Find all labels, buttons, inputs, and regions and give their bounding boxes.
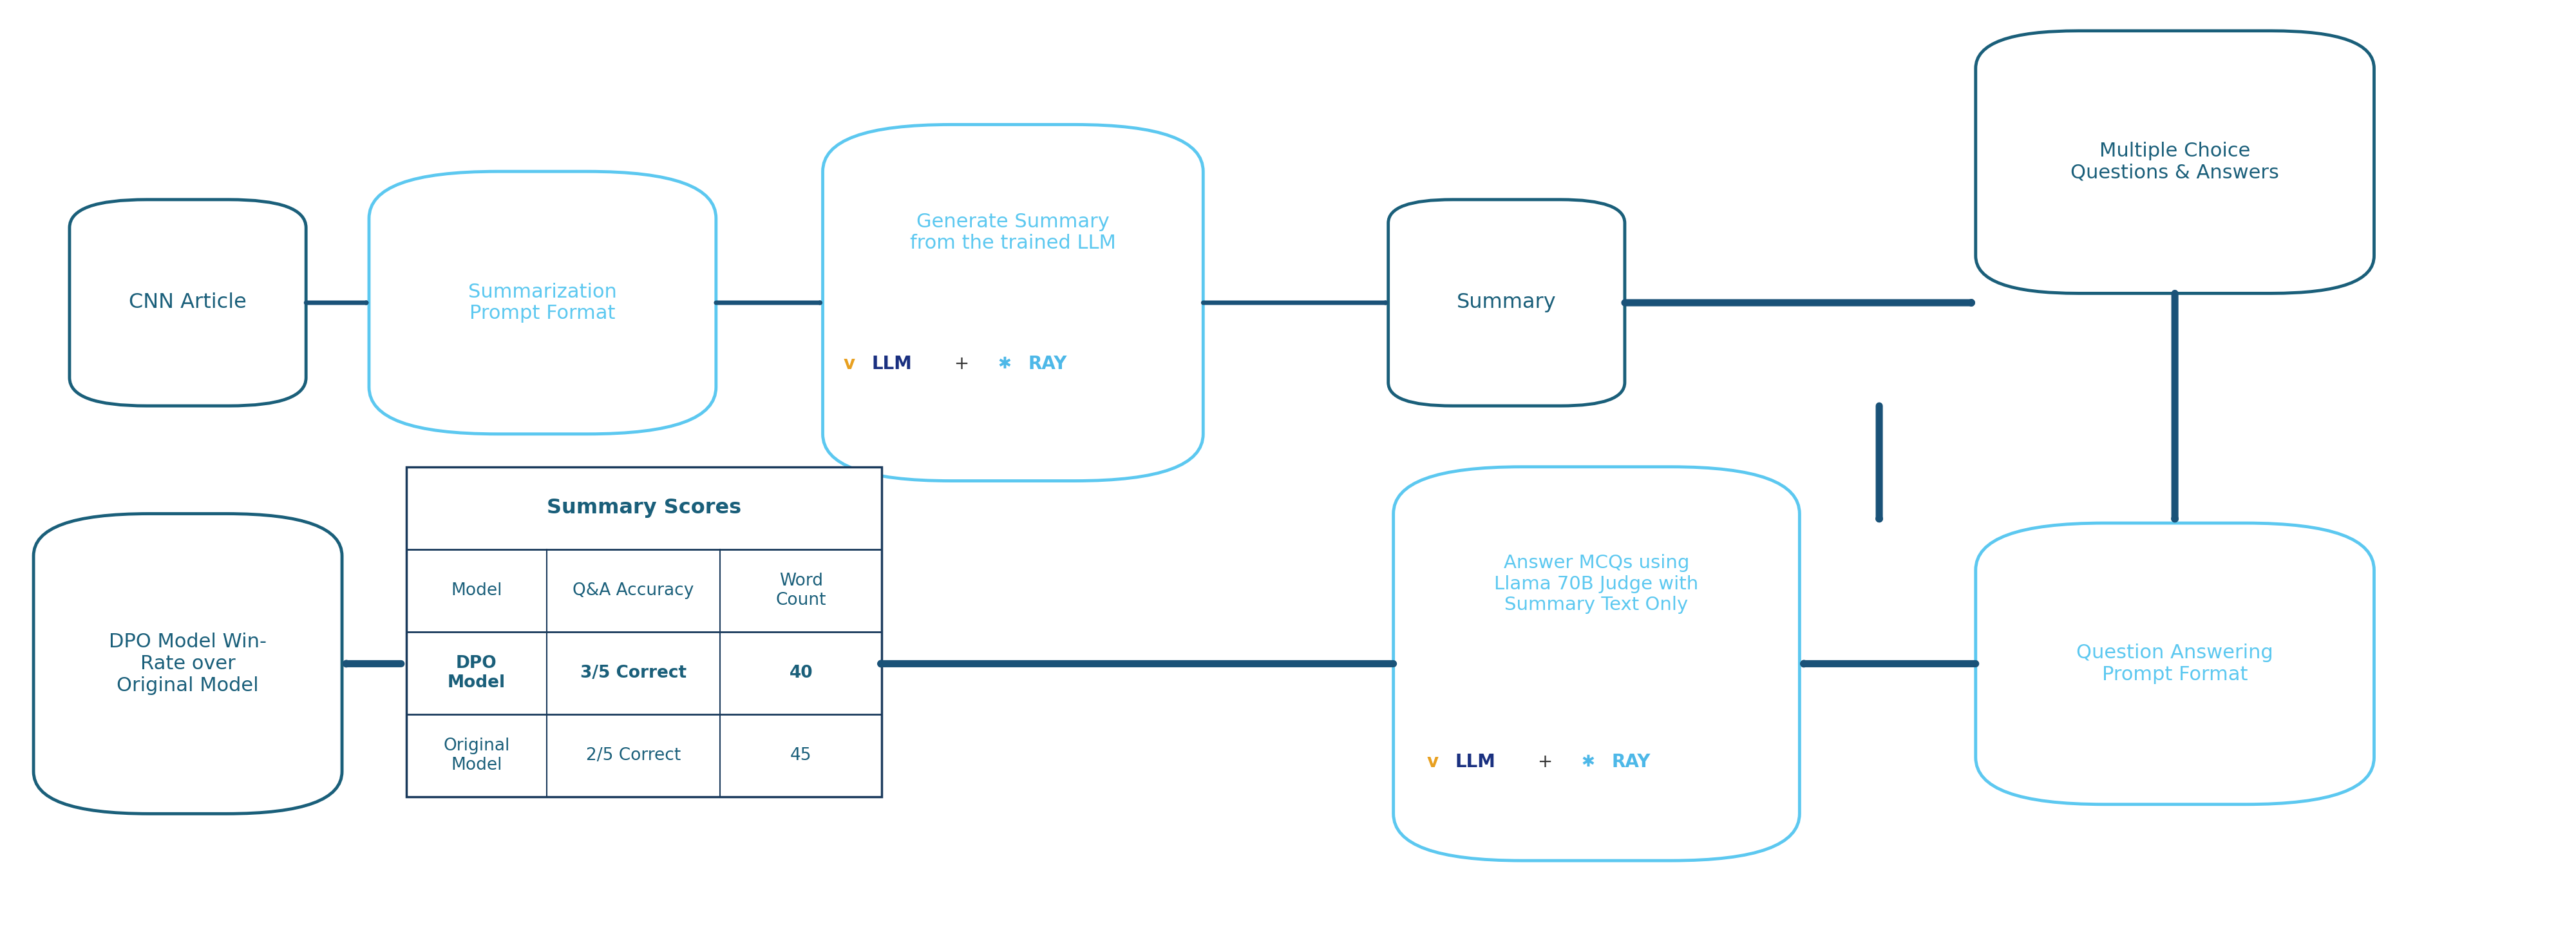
Text: ✱: ✱ [1582,754,1595,769]
Text: Q&A Accuracy: Q&A Accuracy [572,582,693,599]
Text: Word
Count: Word Count [775,572,827,608]
Text: Summary Scores: Summary Scores [546,498,742,518]
FancyBboxPatch shape [70,200,307,405]
FancyBboxPatch shape [33,514,343,814]
Text: Question Answering
Prompt Format: Question Answering Prompt Format [2076,643,2272,684]
FancyBboxPatch shape [1394,467,1801,861]
Text: LLM: LLM [1455,753,1497,771]
Text: +: + [1533,753,1558,771]
Text: 2/5 Correct: 2/5 Correct [585,747,680,764]
Text: Generate Summary
from the trained LLM: Generate Summary from the trained LLM [909,212,1115,253]
Text: +: + [948,355,976,372]
Text: RAY: RAY [1028,355,1066,372]
Text: v: v [1427,753,1437,771]
Text: DPO
Model: DPO Model [448,655,505,691]
Text: 3/5 Correct: 3/5 Correct [580,665,688,682]
Text: 40: 40 [788,665,814,682]
FancyBboxPatch shape [1388,200,1625,405]
FancyBboxPatch shape [1976,523,2375,804]
FancyBboxPatch shape [822,124,1203,481]
Text: Model: Model [451,582,502,599]
Text: LLM: LLM [871,355,912,372]
Text: Original
Model: Original Model [443,737,510,773]
Text: Multiple Choice
Questions & Answers: Multiple Choice Questions & Answers [2071,141,2280,182]
FancyBboxPatch shape [407,467,881,797]
Text: CNN Article: CNN Article [129,292,247,313]
Text: Summary: Summary [1455,292,1556,313]
Text: Answer MCQs using
Llama 70B Judge with
Summary Text Only: Answer MCQs using Llama 70B Judge with S… [1494,554,1698,614]
Text: ✱: ✱ [997,356,1010,372]
FancyBboxPatch shape [368,172,716,434]
Text: RAY: RAY [1613,753,1651,771]
Text: v: v [842,355,855,372]
Text: Summarization
Prompt Format: Summarization Prompt Format [469,283,616,323]
Text: DPO Model Win-
Rate over
Original Model: DPO Model Win- Rate over Original Model [108,633,268,695]
FancyBboxPatch shape [1976,31,2375,293]
Text: 45: 45 [791,747,811,764]
